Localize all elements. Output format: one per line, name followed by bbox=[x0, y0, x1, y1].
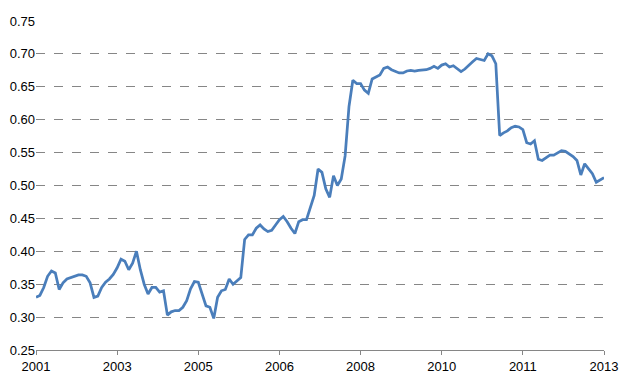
svg-text:2001: 2001 bbox=[22, 359, 51, 374]
svg-text:2003: 2003 bbox=[103, 359, 132, 374]
svg-text:0.40: 0.40 bbox=[10, 244, 35, 259]
svg-text:2008: 2008 bbox=[346, 359, 375, 374]
svg-text:2010: 2010 bbox=[427, 359, 456, 374]
svg-text:0.35: 0.35 bbox=[10, 277, 35, 292]
svg-text:0.65: 0.65 bbox=[10, 79, 35, 94]
svg-text:0.50: 0.50 bbox=[10, 178, 35, 193]
svg-text:0.60: 0.60 bbox=[10, 112, 35, 127]
svg-text:0.70: 0.70 bbox=[10, 46, 35, 61]
svg-text:2011: 2011 bbox=[509, 359, 537, 374]
svg-text:0.45: 0.45 bbox=[10, 211, 35, 226]
svg-text:0.30: 0.30 bbox=[10, 310, 35, 325]
svg-text:2006: 2006 bbox=[265, 359, 294, 374]
svg-text:0.25: 0.25 bbox=[10, 343, 35, 358]
svg-text:2005: 2005 bbox=[184, 359, 213, 374]
svg-text:0.75: 0.75 bbox=[10, 14, 35, 29]
svg-text:0.55: 0.55 bbox=[10, 145, 35, 160]
svg-text:2013: 2013 bbox=[590, 359, 619, 374]
